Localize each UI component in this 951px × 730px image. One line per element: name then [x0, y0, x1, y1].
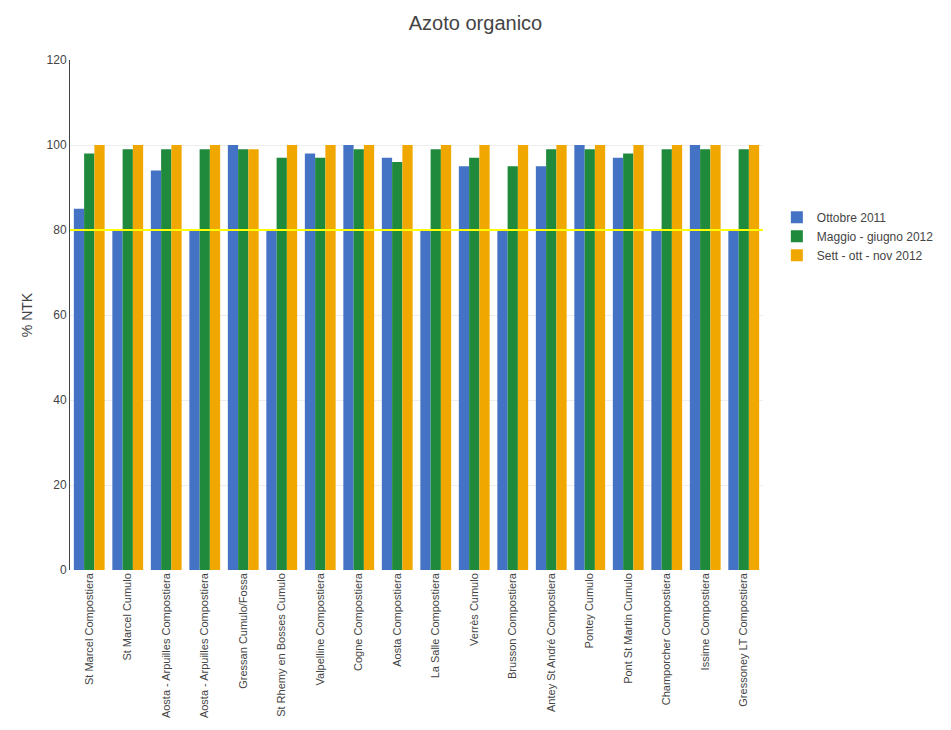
svg-text:Gressoney LT Compostiera: Gressoney LT Compostiera	[737, 572, 749, 706]
svg-text:Ottobre 2011: Ottobre 2011	[817, 211, 886, 225]
svg-text:20: 20	[53, 478, 67, 492]
svg-text:St Marcel Cumulo: St Marcel Cumulo	[121, 573, 133, 660]
svg-text:Brusson Compostiera: Brusson Compostiera	[506, 572, 518, 679]
svg-text:Sett - ott - nov 2012: Sett - ott - nov 2012	[817, 249, 923, 263]
svg-text:100: 100	[47, 138, 67, 152]
svg-text:St Marcel Compostiera: St Marcel Compostiera	[83, 572, 95, 685]
svg-text:La Salle Compostiera: La Salle Compostiera	[429, 572, 441, 678]
svg-text:Cogne Compostiera: Cogne Compostiera	[352, 572, 364, 671]
svg-text:% NTK: % NTK	[19, 292, 35, 337]
svg-text:Aosta Compostiera: Aosta Compostiera	[391, 572, 403, 666]
svg-text:Maggio - giugno 2012: Maggio - giugno 2012	[817, 230, 933, 244]
svg-text:Champorcher Compostiera: Champorcher Compostiera	[660, 572, 672, 705]
svg-text:60: 60	[53, 308, 67, 322]
svg-text:St Rhemy en Bosses Cumulo: St Rhemy en Bosses Cumulo	[275, 573, 287, 717]
svg-text:Issime Compostiera: Issime Compostiera	[699, 572, 711, 670]
svg-text:80: 80	[53, 223, 67, 237]
svg-text:Aosta - Arpuilles Compostiera: Aosta - Arpuilles Compostiera	[198, 572, 210, 718]
svg-text:Azoto organico: Azoto organico	[409, 12, 542, 34]
svg-text:0: 0	[60, 563, 67, 577]
svg-text:Verrès Cumulo: Verrès Cumulo	[468, 573, 480, 646]
svg-text:Pont St Martin Cumulo: Pont St Martin Cumulo	[622, 573, 634, 684]
svg-text:Gressan Cumulo/Fossa: Gressan Cumulo/Fossa	[237, 572, 249, 688]
svg-text:Valpelline Compostiera: Valpelline Compostiera	[314, 572, 326, 685]
svg-text:40: 40	[53, 393, 67, 407]
svg-text:Aosta - Arpuilles Compostiera: Aosta - Arpuilles Compostiera	[160, 572, 172, 718]
svg-text:Antey St André Compostiera: Antey St André Compostiera	[545, 572, 557, 712]
svg-text:120: 120	[47, 53, 67, 67]
svg-text:Pontey Cumulo: Pontey Cumulo	[583, 573, 595, 648]
